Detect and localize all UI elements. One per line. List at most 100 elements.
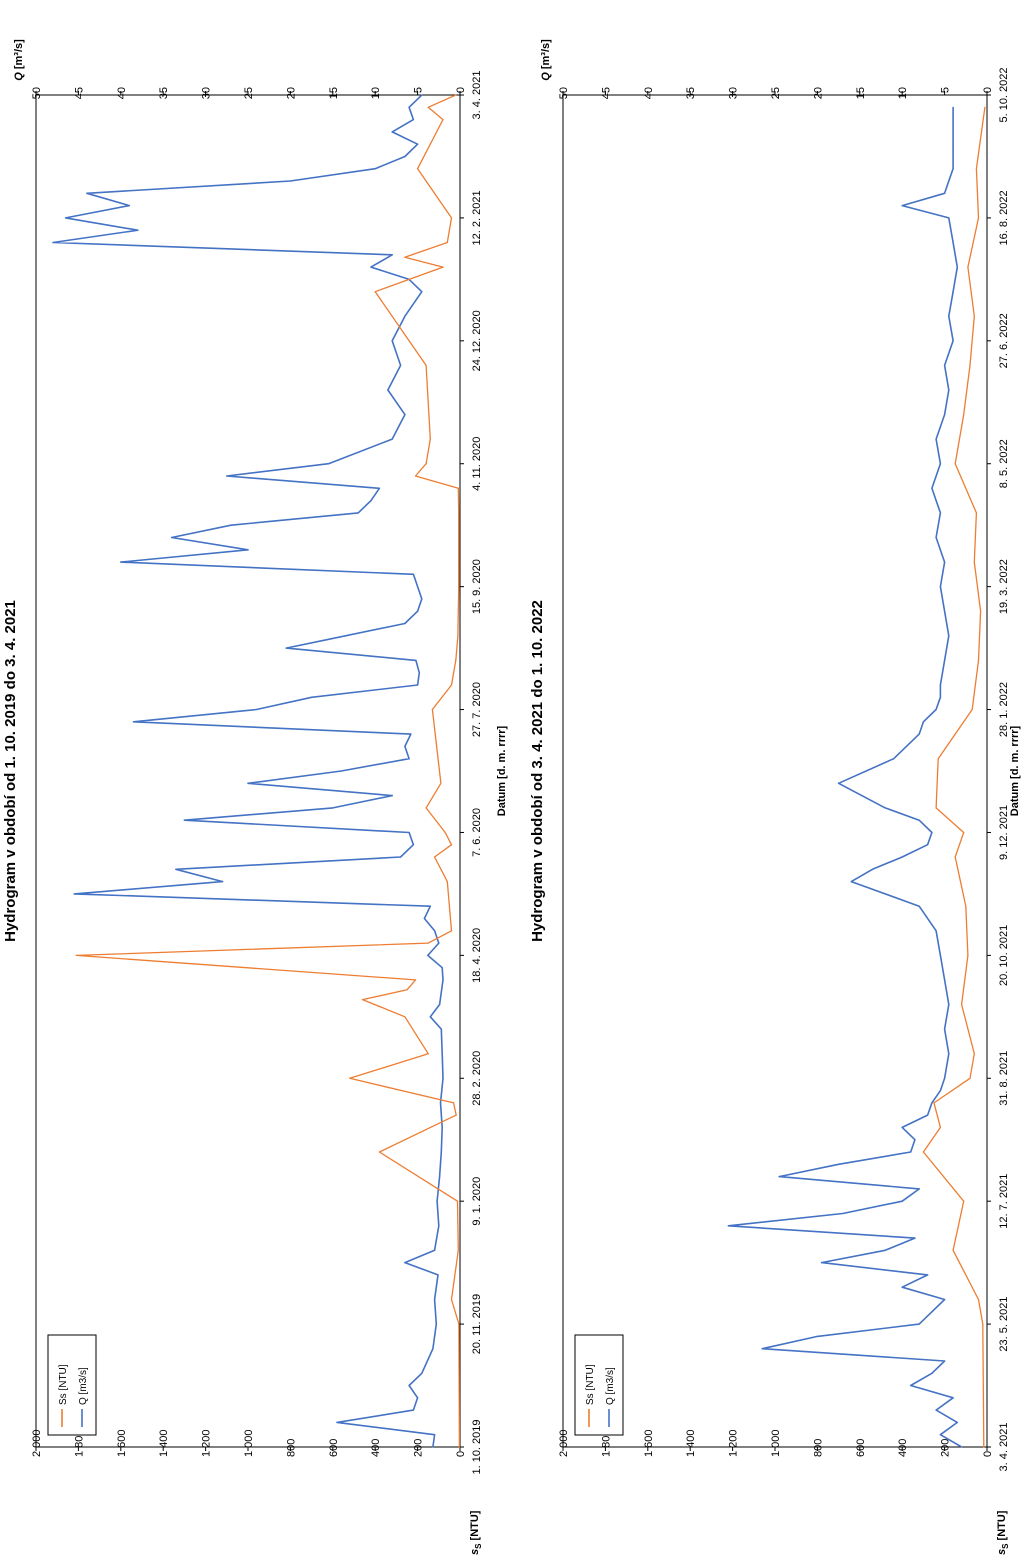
ss-point — [442, 119, 444, 121]
left-axis-tick-label: 400 — [897, 1439, 909, 1457]
q-point — [171, 536, 173, 539]
date-tick-label: 15. 9. 2020 — [471, 559, 483, 614]
q-point — [778, 1176, 780, 1178]
q-point — [918, 905, 920, 907]
q-point — [391, 795, 393, 797]
q-point — [952, 143, 954, 145]
q-point — [944, 414, 946, 416]
q-point — [332, 807, 334, 809]
q-point — [344, 635, 347, 637]
left-axis-tick-label: 0 — [982, 1451, 994, 1457]
right-axis-tick-label: 50 — [558, 87, 570, 99]
q-point — [421, 94, 423, 96]
q-point — [183, 819, 185, 821]
q-point — [418, 672, 420, 674]
right-axis-tick-label: 20 — [285, 87, 297, 99]
q-point — [944, 561, 946, 563]
q-point — [255, 708, 258, 711]
ss-point — [450, 844, 453, 846]
ss-point — [973, 1053, 975, 1055]
ss-point — [937, 758, 939, 760]
q-point — [935, 930, 937, 932]
ss-point — [965, 905, 967, 907]
q-point — [247, 549, 249, 551]
q-point — [226, 475, 228, 477]
q-point — [918, 1188, 920, 1190]
ss-point — [417, 168, 419, 170]
right-axis-title: Q [m³/s] — [13, 39, 25, 81]
q-point — [441, 1126, 443, 1128]
q-point — [871, 868, 874, 870]
q-point — [440, 1151, 442, 1153]
ss-point — [444, 831, 446, 834]
right-axis-tick-label: 30 — [201, 87, 213, 99]
q-point — [922, 721, 925, 723]
q-point — [387, 389, 389, 391]
left-axis-tick-label: 1 200 — [201, 1429, 213, 1457]
q-point — [884, 807, 886, 809]
right-axis-tick-label: 20 — [812, 87, 824, 99]
q-point — [952, 241, 954, 244]
q-point — [400, 856, 402, 858]
q-point — [944, 610, 946, 612]
q-point — [370, 500, 372, 502]
ss-point — [406, 989, 408, 991]
ss-point — [973, 561, 975, 563]
q-point — [412, 573, 414, 575]
q-point — [175, 868, 177, 870]
right-axis-tick-label: 45 — [600, 87, 612, 99]
ss-point — [427, 942, 429, 944]
right-axis-tick-label: 35 — [158, 87, 170, 99]
q-point — [132, 721, 135, 723]
q-point — [931, 1102, 933, 1104]
q-point — [408, 1384, 410, 1387]
q-point — [417, 684, 419, 686]
date-tick-label: 4. 11. 2020 — [471, 437, 483, 491]
right-axis-tick-label: 0 — [455, 87, 467, 93]
q-point — [935, 438, 937, 440]
q-point — [289, 180, 291, 182]
q-point — [931, 487, 933, 489]
ss-point — [431, 708, 433, 711]
left-axis-tick-label: 600 — [328, 1439, 340, 1457]
q-point — [441, 967, 443, 969]
ss-point — [969, 1077, 971, 1079]
q-point — [850, 881, 852, 883]
q-point — [417, 143, 419, 145]
q-point — [434, 1434, 436, 1436]
x-axis-title: Datum [d. m. rrrr] — [496, 725, 508, 816]
ss-point — [977, 1298, 980, 1301]
plot-frame — [35, 94, 461, 1448]
right-axis-tick-label: 50 — [31, 87, 43, 99]
left-axis-tick-label: 1 600 — [643, 1429, 655, 1457]
q-point — [441, 1053, 443, 1055]
q-point — [432, 1348, 434, 1350]
left-axis-tick-label: 1 000 — [243, 1429, 255, 1457]
ss-point — [935, 807, 937, 809]
ss-point — [427, 1053, 429, 1055]
q-point — [944, 1298, 946, 1301]
left-axis-tick-label: 200 — [940, 1439, 952, 1457]
ss-point — [977, 217, 980, 219]
legend-box — [574, 1334, 624, 1436]
q-point — [927, 1274, 929, 1276]
q-point — [948, 180, 950, 182]
ss-point — [457, 635, 459, 637]
q-point — [438, 1225, 440, 1227]
ss-point — [429, 438, 431, 440]
right-axis-tick-label: 15 — [855, 87, 867, 99]
q-point — [432, 1446, 434, 1448]
q-point — [944, 364, 946, 366]
q-point — [948, 389, 950, 391]
ss-point — [450, 930, 453, 932]
q-point — [128, 205, 130, 207]
ss-point — [425, 364, 427, 366]
q-point — [931, 831, 933, 834]
q-point — [440, 1028, 442, 1030]
q-point — [404, 745, 406, 748]
right-axis-title: Q [m³/s] — [540, 39, 552, 81]
q-point — [408, 106, 410, 108]
q-point — [412, 119, 414, 121]
